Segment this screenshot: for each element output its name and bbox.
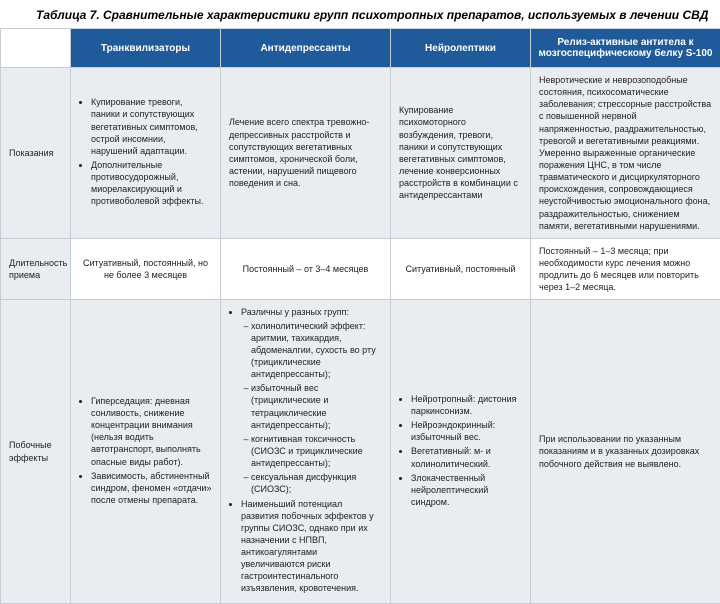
list-item: сексуальная дисфункция (СИОЗС); [251, 471, 382, 495]
list-item: когнитивная токсичность (СИОЗС и трицикл… [251, 433, 382, 469]
list-item: Нейротропный: дистония паркинсонизм. [411, 393, 522, 417]
cell: Невротические и неврозоподобные состояни… [531, 68, 720, 239]
text: Различны у разных групп: [241, 307, 349, 317]
list-item: холинолитический эффект: аритмии, тахика… [251, 320, 382, 381]
list-item: Различны у разных групп: холинолитически… [241, 306, 382, 495]
table-row: Длительность приема Ситуативный, постоян… [1, 238, 720, 300]
cell: Различны у разных групп: холинолитически… [221, 300, 391, 603]
col-header: Нейролептики [391, 29, 531, 68]
list-item: избыточный вес (трициклические и тетраци… [251, 382, 382, 431]
cell: Ситуативный, постоянный, но не более 3 м… [71, 238, 221, 300]
table-row: Показания Купирование тревоги, паники и … [1, 68, 720, 239]
table-row: Побочные эффекты Гиперседация: дневная с… [1, 300, 720, 603]
list-item: Злокачественный нейролептический синдром… [411, 472, 522, 508]
list-item: Купирование тревоги, паники и сопутствую… [91, 96, 212, 157]
row-header: Побочные эффекты [1, 300, 71, 603]
row-header: Длительность приема [1, 238, 71, 300]
col-header: Транквилизаторы [71, 29, 221, 68]
cell: Постоянный – 1–3 месяца; при необходимос… [531, 238, 720, 300]
cell: При использовании по указанным показания… [531, 300, 720, 603]
cell: Купирование тревоги, паники и сопутствую… [71, 68, 221, 239]
list-item: Гиперседация: дневная сонливость, снижен… [91, 395, 212, 468]
cell: Гиперседация: дневная сонливость, снижен… [71, 300, 221, 603]
cell: Ситуативный, постоянный [391, 238, 531, 300]
list-item: Дополнительные противосудорожный, миорел… [91, 159, 212, 208]
col-header: Антидепрессанты [221, 29, 391, 68]
cell: Купирование психомоторного возбуждения, … [391, 68, 531, 239]
list-item: Нейроэндокринный: избыточный вес. [411, 419, 522, 443]
list-item: Наименьший потенциал развития побочных э… [241, 498, 382, 595]
row-header: Показания [1, 68, 71, 239]
cell: Лечение всего спектра тревожно-депрессив… [221, 68, 391, 239]
list-item: Зависимость, абстинентный синдром, феном… [91, 470, 212, 506]
list-item: Вегетативный: м- и холинолитический. [411, 445, 522, 469]
header-row: Транквилизаторы Антидепрессанты Нейролеп… [1, 29, 720, 68]
cell: Постоянный – от 3–4 месяцев [221, 238, 391, 300]
comparison-table: Транквилизаторы Антидепрессанты Нейролеп… [0, 28, 720, 604]
corner-cell [1, 29, 71, 68]
col-header: Релиз-активные антитела к мозгоспецифиче… [531, 29, 720, 68]
table-caption: Таблица 7. Сравнительные характеристики … [0, 0, 720, 28]
cell: Нейротропный: дистония паркинсонизм. Ней… [391, 300, 531, 603]
